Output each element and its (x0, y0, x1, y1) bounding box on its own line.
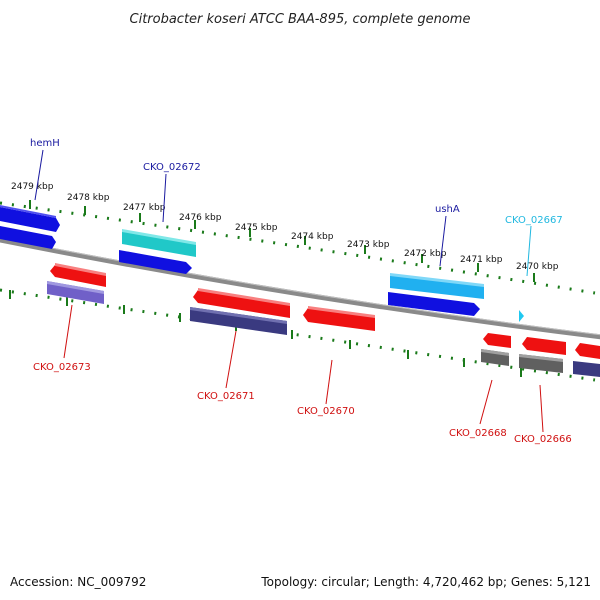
gene-label-cko-02667: CKO_02667 (505, 215, 563, 226)
gene-label-cko-02666: CKO_02666 (514, 434, 572, 445)
genome-summary-text: Topology: circular; Length: 4,720,462 bp… (260, 575, 591, 589)
kbp-labels: 2479 kbp 2478 kbp 2477 kbp 2476 kbp 2475… (11, 182, 559, 272)
gene-red-3-arrow (483, 333, 511, 348)
kbp-label: 2475 kbp (235, 223, 278, 233)
gene-red-2-arrow (193, 290, 290, 318)
gene-cko-02670-arrow (303, 308, 375, 331)
gene-cko-02672-arrow (122, 231, 196, 257)
gene-cko-02673-top (47, 281, 104, 294)
forward-strand-genes (0, 205, 524, 322)
gene-cko-02666-top (519, 354, 563, 362)
gene-cko-02671-top (190, 307, 287, 324)
gene-cko-02672-top (122, 229, 196, 245)
reverse-strand-genes (47, 263, 600, 377)
gene-hemH-top (0, 205, 56, 218)
gene-usha-arrow (390, 275, 484, 299)
gene-cko-02673-arrow (47, 281, 104, 304)
gene-label-cko-02673: CKO_02673 (33, 362, 91, 373)
lower-tick-row (0, 288, 596, 382)
gene-blue-3-arrow (388, 292, 480, 316)
upper-major-ticks (29, 200, 535, 282)
kbp-label: 2471 kbp (460, 255, 503, 265)
kbp-label: 2477 kbp (123, 203, 166, 213)
gene-red-1-arrow (50, 265, 106, 287)
gene-label-cko-02668: CKO_02668 (449, 428, 507, 439)
gene-red-1-top (55, 263, 106, 276)
gene-navy-edge-arrow (573, 361, 600, 377)
gene-label-hemH: hemH (30, 138, 60, 149)
lower-major-ticks (9, 290, 522, 377)
gene-hemH-arrow-2 (0, 226, 56, 249)
gene-blue-2-arrow (119, 250, 192, 274)
gene-cko-02670-top (308, 306, 375, 318)
kbp-label: 2474 kbp (291, 232, 334, 242)
kbp-label: 2472 kbp (404, 249, 447, 259)
gene-label-cko-02670: CKO_02670 (297, 406, 355, 417)
gene-cko-02667-arrow (519, 310, 524, 322)
accession-text: Accession: NC_009792 (10, 575, 146, 589)
gene-hemH-arrow (0, 207, 60, 232)
kbp-label: 2478 kbp (67, 193, 110, 203)
gene-label-cko-02672: CKO_02672 (143, 162, 201, 173)
kbp-label: 2476 kbp (179, 213, 222, 223)
gene-label-usha: ushA (435, 204, 460, 215)
gene-usha-top (390, 273, 484, 287)
gene-label-cko-02671: CKO_02671 (197, 391, 255, 402)
map-title: Citrobacter koseri ATCC BAA-895, complet… (130, 12, 471, 27)
genome-backbone-highlight (0, 237, 600, 336)
kbp-label: 2473 kbp (347, 240, 390, 250)
label-leaders (34, 149, 544, 433)
gene-cko-02668-top (481, 349, 509, 356)
gene-red-2-top (198, 288, 290, 306)
genome-backbone (0, 237, 600, 340)
kbp-label: 2479 kbp (11, 182, 54, 192)
kbp-label: 2470 kbp (516, 262, 559, 272)
gene-red-4-arrow (522, 337, 566, 355)
gene-red-5-arrow (575, 343, 600, 359)
upper-tick-row (0, 201, 596, 295)
gene-labels: hemH CKO_02672 ushA CKO_02667 CKO_02673 … (30, 138, 572, 445)
gene-cko-02671-arrow (190, 307, 287, 335)
